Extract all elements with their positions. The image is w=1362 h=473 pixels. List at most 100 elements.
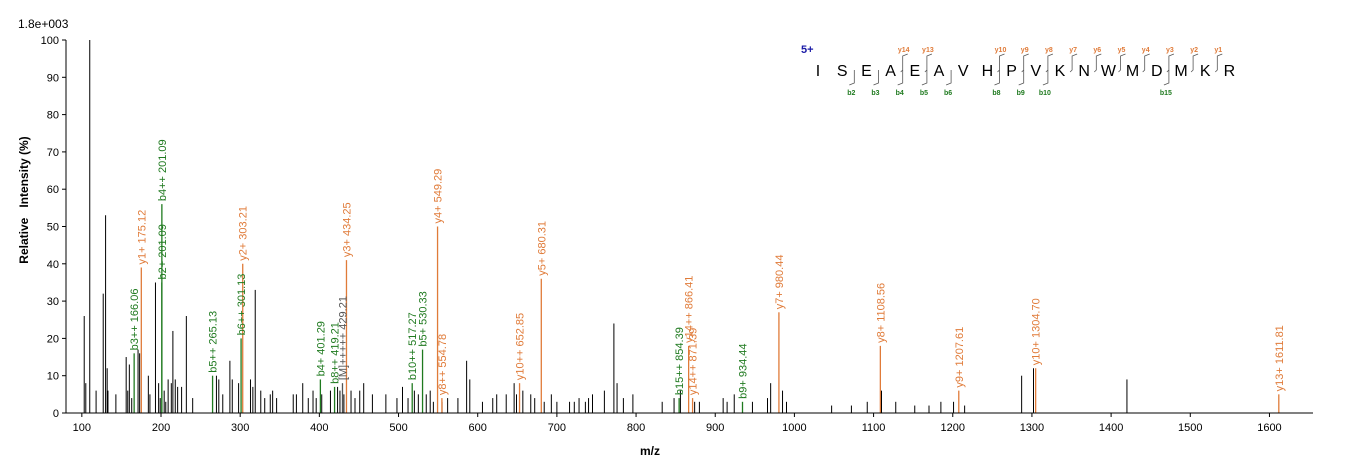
y-ion-label: y13: [922, 47, 934, 54]
peak-label: b6++ 301.13: [236, 274, 248, 336]
y-tick-label: 20: [47, 333, 59, 345]
b-ion-label: b10: [1039, 90, 1051, 97]
residue-letter: A: [885, 63, 896, 80]
b-ion-cleavage-mark: [1018, 70, 1025, 86]
peak-label: b10++ 517.27: [407, 312, 419, 380]
y-ion-label: y6: [1093, 47, 1101, 54]
residue-letter: A: [934, 63, 945, 80]
y-ion-cleavage-mark: [1166, 53, 1175, 73]
y-tick-label: 50: [47, 222, 59, 234]
y-ion-cleavage-mark: [1069, 53, 1078, 73]
x-tick-label: 800: [627, 422, 645, 434]
residue-letter: V: [958, 63, 969, 80]
peak-label: b5++ 265.13: [208, 311, 220, 373]
x-tick-label: 100: [73, 422, 91, 434]
x-axis-title: m/z: [640, 444, 660, 458]
residue-letter: E: [861, 63, 872, 80]
y-tick-label: 90: [47, 72, 59, 84]
residue-letter: V: [1030, 63, 1041, 80]
y-tick-label: 100: [41, 35, 59, 47]
x-tick-label: 200: [152, 422, 170, 434]
y-ion-label: y3: [1166, 47, 1174, 54]
y-tick-label: 80: [47, 110, 59, 122]
y-tick-label: 0: [53, 408, 59, 420]
y-ion-cleavage-mark: [900, 53, 908, 73]
b-ion-cleavage-mark: [873, 70, 879, 86]
peak-label: y5+ 680.31: [536, 221, 548, 276]
y-ion-label: y14: [898, 47, 910, 54]
residue-letter: M: [1126, 63, 1139, 80]
y-ion-label: y2: [1190, 47, 1198, 54]
peak-label: b4+ 401.29: [315, 321, 327, 376]
peak-label: y10++ 652.85: [515, 313, 527, 380]
peak-label: y8+ 1108.56: [875, 283, 887, 343]
b-ion-label: b15: [1160, 90, 1172, 97]
y-ion-cleavage-mark: [997, 53, 1005, 73]
residue-letter: E: [909, 63, 920, 80]
residue-letter: P: [1006, 63, 1017, 80]
y-ion-cleavage-mark: [1215, 53, 1223, 73]
residue-letter: M: [1174, 63, 1187, 80]
b-ion-label: b3: [871, 90, 879, 97]
peak-label: y7+ 980.44: [774, 255, 786, 310]
y-ion-cleavage-mark: [1045, 53, 1054, 73]
peak-label: b9+ 934.44: [737, 343, 749, 398]
peak-label: [M]+++++ 429.21: [337, 296, 349, 380]
residue-letter: R: [1224, 63, 1236, 80]
residue-letter: N: [1078, 63, 1090, 80]
b-ion-label: b8: [992, 90, 1000, 97]
peak-label: b3++ 166.06: [129, 289, 141, 351]
peak-label: b15++ 854.39: [674, 327, 686, 395]
y-ion-label: y8: [1045, 47, 1053, 54]
b-ion-label: b2: [847, 90, 855, 97]
x-tick-label: 1000: [782, 422, 806, 434]
y-ion-cleavage-mark: [1118, 53, 1126, 73]
b-ion-cleavage-mark: [1042, 70, 1049, 86]
residue-letter: H: [982, 63, 994, 80]
b-ion-cleavage-mark: [921, 70, 928, 86]
peak-label: y14++ 866.41: [684, 276, 696, 343]
peak-label: y13+ 1611.81: [1274, 325, 1286, 391]
peak-label: b4++ 201.09: [157, 139, 169, 201]
peak-label: y14++ 871.39: [688, 328, 700, 395]
x-tick-label: 700: [548, 422, 566, 434]
b-ion-cleavage-mark: [945, 70, 952, 86]
residue-letter: K: [1055, 63, 1066, 80]
y-tick-label: 30: [47, 296, 59, 308]
peak-label: y2+ 303.21: [238, 206, 250, 261]
y-ion-label: y10: [995, 47, 1007, 54]
x-tick-label: 400: [310, 422, 328, 434]
y-ion-cleavage-mark: [924, 53, 933, 73]
x-tick-label: 900: [706, 422, 724, 434]
x-tick-label: 600: [469, 422, 487, 434]
b-ion-label: b9: [1017, 90, 1025, 97]
residue-letter: I: [816, 63, 820, 80]
peak-label: b8++ 419.21: [330, 322, 342, 384]
x-tick-label: 1400: [1099, 422, 1123, 434]
y-tick-label: 40: [47, 259, 59, 271]
peak-label: b2+ 201.09: [157, 224, 169, 279]
y-axis-ticks: 0 10 20 30 40 50 60 70 80 90 100: [41, 35, 66, 420]
x-tick-label: 1300: [1020, 422, 1044, 434]
b-ion-label: b5: [920, 90, 928, 97]
y-ion-cleavage-mark: [1142, 53, 1150, 73]
b-ion-cleavage-mark: [897, 70, 904, 86]
residue-letter: S: [837, 63, 848, 80]
x-axis-ticks: 100 200 300 400 500 600 700 800 900 1000 1100 1200 1…: [73, 413, 1282, 434]
peak-label: y10+ 1304.70: [1031, 298, 1043, 365]
b-ion-label: b4: [896, 90, 904, 97]
x-tick-label: 300: [231, 422, 249, 434]
y-ion-label: y5: [1118, 47, 1126, 54]
peak-label: y3+ 434.25: [341, 202, 353, 257]
peak-label: y1+ 175.12: [136, 210, 148, 265]
x-tick-label: 1100: [862, 422, 886, 434]
y-ion-label: y4: [1142, 47, 1150, 54]
b-ion-cleavage-mark: [994, 70, 1000, 86]
x-tick-label: 500: [389, 422, 407, 434]
y-ion-label: y7: [1069, 47, 1077, 54]
y-ion-label: y9: [1021, 47, 1029, 54]
b-ion-cleavage-mark: [1163, 70, 1170, 86]
peak-label: y4+ 549.29: [433, 169, 445, 224]
y-ion-cleavage-mark: [1094, 53, 1102, 73]
